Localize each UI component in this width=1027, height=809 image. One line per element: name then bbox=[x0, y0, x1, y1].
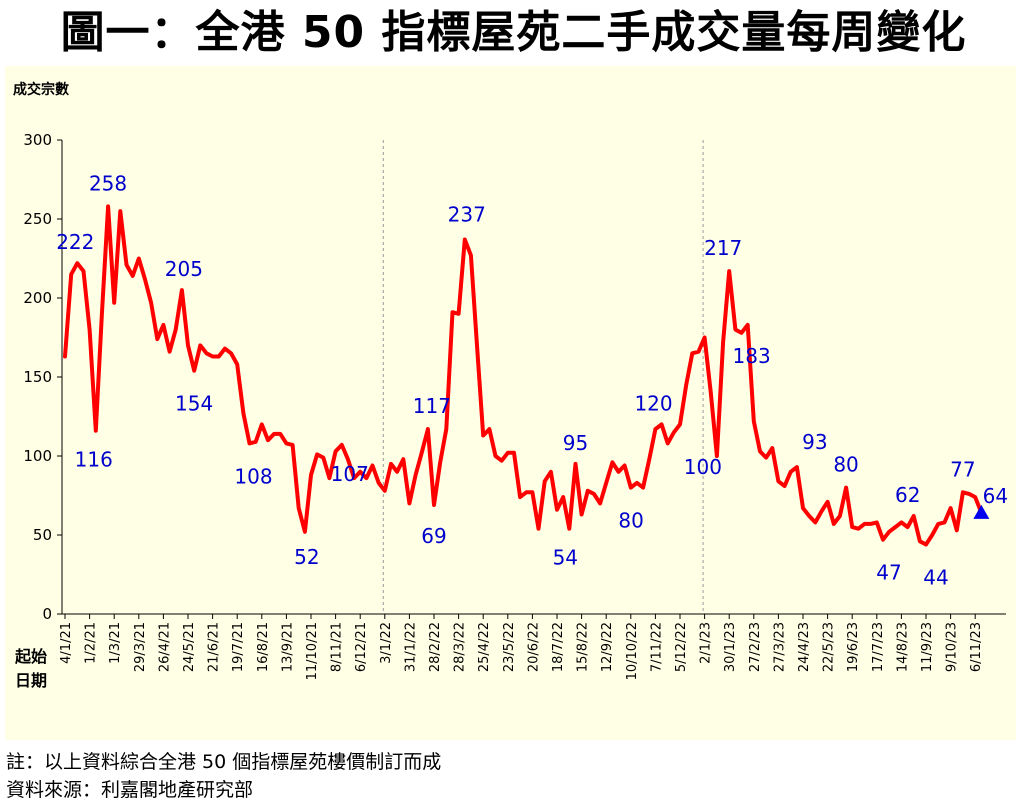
x-tick-label: 27/3/23 bbox=[772, 622, 787, 672]
x-tick-label: 31/1/22 bbox=[403, 622, 418, 672]
chart-panel: 0 50 100 150 200 250 300 4/1/21 1/2/21 1/3/21 29/3… bbox=[5, 66, 1016, 740]
data-label: 237 bbox=[448, 203, 486, 227]
series-layer bbox=[63, 204, 990, 547]
footnote-source-description: 註：以上資料綜合全港 50 個指標屋苑樓價制訂而成 bbox=[6, 751, 442, 773]
x-tick-label: 14/8/23 bbox=[895, 622, 910, 672]
x-tick-label: 25/4/22 bbox=[477, 622, 492, 672]
x-axis-title-line2: 日期 bbox=[15, 671, 47, 690]
x-tick-label: 6/11/23 bbox=[969, 622, 984, 672]
x-tick-label: 20/6/22 bbox=[526, 622, 541, 672]
data-label: 107 bbox=[331, 462, 369, 486]
data-label: 183 bbox=[733, 344, 771, 368]
footnotes: 註：以上資料綜合全港 50 個指標屋苑樓價制訂而成 資料來源：利嘉閣地產研究部 bbox=[6, 748, 441, 804]
data-label: 100 bbox=[684, 455, 722, 479]
x-tick-label: 19/6/23 bbox=[846, 622, 861, 672]
data-label: 80 bbox=[618, 509, 643, 533]
x-tick-label: 21/6/21 bbox=[207, 622, 222, 672]
x-tick-label: 22/5/23 bbox=[822, 622, 837, 672]
x-tick-label: 1/3/21 bbox=[108, 622, 123, 664]
x-tick-label: 5/12/22 bbox=[674, 622, 689, 672]
y-tick-label: 100 bbox=[23, 447, 52, 465]
x-tick-label: 1/2/21 bbox=[84, 622, 99, 664]
data-label: 47 bbox=[876, 561, 901, 585]
data-label: 120 bbox=[634, 391, 672, 415]
label-layer: 222 116 258 205 154 108 52 107 117 69 237 54 95 80 120… bbox=[56, 171, 1008, 589]
data-label: 44 bbox=[923, 565, 948, 589]
data-label: 205 bbox=[165, 257, 203, 281]
y-tick-label: 250 bbox=[23, 210, 52, 228]
x-tick-label: 15/8/22 bbox=[576, 622, 591, 672]
data-label: 77 bbox=[950, 457, 975, 481]
y-tick-label: 200 bbox=[23, 289, 52, 307]
series-line bbox=[63, 204, 984, 547]
x-tick-label: 3/1/22 bbox=[379, 622, 394, 664]
x-tick-label: 30/1/23 bbox=[723, 622, 738, 672]
x-tick-label: 18/7/22 bbox=[551, 622, 566, 672]
data-label: 222 bbox=[56, 230, 94, 254]
x-tick-label: 4/1/21 bbox=[59, 622, 74, 664]
x-tick-label: 17/7/23 bbox=[871, 622, 886, 672]
x-tick-label: 24/4/23 bbox=[797, 622, 812, 672]
data-label: 80 bbox=[833, 453, 858, 477]
x-tick-label: 29/3/21 bbox=[133, 622, 148, 672]
data-label: 117 bbox=[413, 394, 451, 418]
x-tick-label: 26/4/21 bbox=[157, 622, 172, 672]
x-tick-label: 2/1/23 bbox=[699, 622, 714, 664]
y-tick-label: 0 bbox=[42, 605, 52, 623]
x-tick-label: 12/9/22 bbox=[600, 622, 615, 672]
y-tick-label: 150 bbox=[23, 368, 52, 386]
x-axis-title-line1: 起始 bbox=[14, 647, 47, 666]
x-tick-label: 9/10/23 bbox=[945, 622, 960, 672]
data-label: 54 bbox=[553, 546, 578, 570]
data-label: 108 bbox=[234, 464, 272, 488]
data-label: 258 bbox=[89, 171, 127, 195]
x-tick-label: 28/2/22 bbox=[428, 622, 443, 672]
x-tick-label: 24/5/21 bbox=[182, 622, 197, 672]
data-label: 154 bbox=[175, 392, 213, 416]
data-label: 217 bbox=[704, 236, 742, 260]
x-tick-label: 19/7/21 bbox=[231, 622, 246, 672]
chart-title: 圖一：全港 50 指標屋苑二手成交量每周變化 bbox=[60, 7, 967, 58]
x-tick-label: 11/9/23 bbox=[920, 622, 935, 672]
x-tick-label: 8/11/21 bbox=[330, 622, 345, 672]
axis-layer: 0 50 100 150 200 250 300 4/1/21 1/2/21 1/3/21 29/3… bbox=[23, 131, 1006, 680]
data-label: 116 bbox=[75, 448, 113, 472]
x-tick-label: 28/3/22 bbox=[453, 622, 468, 672]
data-label: 64 bbox=[983, 484, 1008, 508]
footnote-data-source: 資料來源：利嘉閣地產研究部 bbox=[6, 779, 254, 801]
x-tick-label: 23/5/22 bbox=[502, 622, 517, 672]
data-label: 93 bbox=[802, 430, 827, 454]
x-tick-label: 13/9/21 bbox=[280, 622, 295, 672]
data-label: 62 bbox=[895, 483, 920, 507]
x-tick-label: 7/11/22 bbox=[649, 622, 664, 672]
data-label: 69 bbox=[421, 524, 446, 548]
x-tick-label: 10/10/22 bbox=[625, 622, 640, 680]
y-tick-label: 50 bbox=[33, 526, 52, 544]
x-tick-label: 6/12/21 bbox=[354, 622, 369, 672]
data-label: 95 bbox=[563, 431, 588, 455]
data-label: 52 bbox=[294, 545, 319, 569]
latest-point-marker bbox=[973, 504, 990, 519]
line-chart: 0 50 100 150 200 250 300 4/1/21 1/2/21 1/3/21 29/3… bbox=[13, 81, 1008, 690]
x-tick-label: 16/8/21 bbox=[256, 622, 271, 672]
x-tick-label: 11/10/21 bbox=[305, 622, 320, 680]
grid-layer bbox=[382, 140, 704, 614]
y-axis-title: 成交宗數 bbox=[13, 81, 69, 98]
x-tick-label: 27/2/23 bbox=[748, 622, 763, 672]
y-tick-label: 300 bbox=[23, 131, 52, 149]
